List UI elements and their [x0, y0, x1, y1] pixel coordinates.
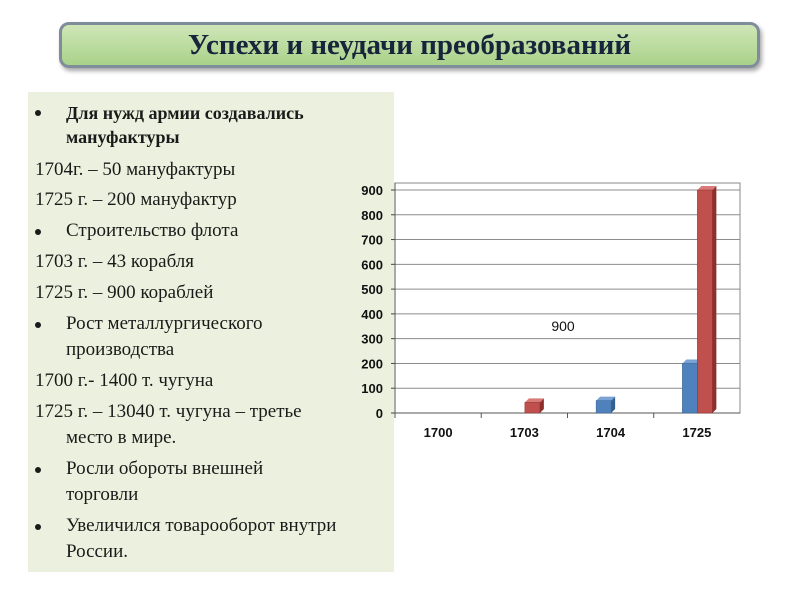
bar-side — [712, 186, 717, 413]
bar-chart: 0 100 200 300 400 500 600 700 800 900 1700 1703 1704… — [340, 175, 750, 445]
bar-top — [682, 359, 702, 364]
bullet-dot — [35, 110, 41, 116]
bar-top — [524, 398, 544, 403]
y-tick-label: 700 — [361, 233, 383, 248]
y-tick-label: 800 — [361, 208, 383, 223]
line-1704-manufactories: 1704г. – 50 мануфактуры — [35, 159, 236, 180]
bullet-dot — [35, 229, 41, 235]
bullet-dot — [35, 322, 41, 328]
y-tick-label: 400 — [361, 307, 383, 322]
chart-svg: 0 100 200 300 400 500 600 700 800 900 1700 1703 1704… — [361, 182, 741, 440]
bar-side — [611, 396, 616, 413]
bullet-fleet: Строительство флота — [66, 220, 239, 241]
bullet-army-manufactories-line1: Для нужд армии создавались — [66, 103, 304, 123]
bar — [524, 402, 541, 414]
line-1700-iron: 1700 г.- 1400 т. чугуна — [35, 370, 214, 391]
line-1703-ships: 1703 г. – 43 корабля — [35, 251, 195, 272]
bar-side — [539, 398, 544, 413]
bar-top — [697, 186, 717, 190]
bullet-metallurgy-line1: Рост металлургического — [66, 313, 263, 334]
bullet-domestic-trade-line1: Увеличился товарооборот внутри — [66, 515, 337, 536]
x-tick-label: 1700 — [424, 425, 453, 440]
line-1725-manufactories: 1725 г. – 200 мануфактур — [35, 189, 237, 210]
line-1725-ships: 1725 г. – 900 кораблей — [35, 282, 214, 303]
bar-top — [596, 396, 616, 401]
y-tick-label: 300 — [361, 332, 383, 347]
x-tick-label: 1703 — [510, 425, 539, 440]
bar — [697, 189, 713, 414]
bullet-army-manufactories-line2: мануфактуры — [66, 127, 180, 147]
line-1725-iron-line2: место в мире. — [66, 427, 177, 448]
bullet-foreign-trade-line1: Росли обороты внешней — [66, 458, 264, 479]
slide-title: Успехи и неудачи преобразований — [187, 28, 632, 61]
bullet-metallurgy-line2: производства — [66, 339, 175, 360]
chart-annotation: 900 — [551, 318, 575, 334]
y-tick-label: 200 — [361, 356, 383, 371]
bullet-dot — [35, 524, 41, 530]
x-tick-label: 1725 — [682, 425, 711, 440]
bullet-foreign-trade-line2: торговли — [66, 484, 139, 505]
title-banner: Успехи и неудачи преобразований — [59, 22, 760, 68]
x-tick-label: 1704 — [596, 425, 626, 440]
y-tick-label: 900 — [361, 183, 383, 198]
y-tick-label: 500 — [361, 282, 383, 297]
y-tick-label: 100 — [361, 381, 383, 396]
text-panel: Для нужд армии создавались мануфактуры 1… — [28, 92, 394, 572]
y-tick-label: 0 — [376, 406, 383, 421]
y-tick-label: 600 — [361, 257, 383, 272]
bullet-domestic-trade-line2: России. — [66, 541, 129, 562]
bar — [595, 400, 612, 414]
line-1725-iron-line1: 1725 г. – 13040 т. чугуна – третье — [35, 401, 302, 422]
bar — [682, 363, 698, 414]
bullet-dot — [35, 467, 41, 473]
